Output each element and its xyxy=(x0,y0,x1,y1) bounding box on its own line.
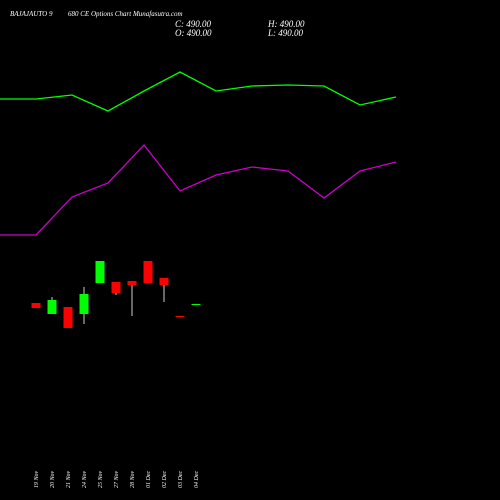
date-label: 19 Nov xyxy=(34,470,40,488)
high-label: H: 490.00 xyxy=(267,19,305,29)
date-label: 21 Nov xyxy=(66,470,72,488)
date-label: 04 Dec xyxy=(193,471,200,488)
candle-body xyxy=(191,304,201,305)
date-label: 28 Nov xyxy=(130,470,136,488)
date-label: 20 Nov xyxy=(50,470,56,488)
date-label: 03 Dec xyxy=(178,471,184,488)
indicator-line xyxy=(0,144,397,236)
date-label: 01 Dec xyxy=(146,471,152,488)
candle-body xyxy=(175,316,185,317)
title-left: BAJAJAUTO 9 xyxy=(10,10,53,18)
candle-body xyxy=(143,261,153,283)
close-label: C: 490.00 xyxy=(175,19,212,29)
date-label: 27 Nov xyxy=(114,470,120,488)
candle-body xyxy=(95,261,105,283)
candle-body xyxy=(159,278,169,285)
candle-body xyxy=(31,303,41,308)
candle-body xyxy=(63,307,73,328)
date-label: 02 Dec xyxy=(162,471,168,488)
candle-body xyxy=(111,282,121,293)
date-label: 24 Nov xyxy=(81,470,88,488)
title-right: 680 CE Options Chart Munafasutra.com xyxy=(68,10,183,18)
low-label: L: 490.00 xyxy=(267,28,304,38)
date-label: 25 Nov xyxy=(98,470,104,488)
candle-body xyxy=(127,281,137,285)
open-label: O: 490.00 xyxy=(175,28,212,38)
candle-body xyxy=(79,294,89,314)
indicator-line xyxy=(0,71,397,112)
candle-body xyxy=(47,300,57,314)
